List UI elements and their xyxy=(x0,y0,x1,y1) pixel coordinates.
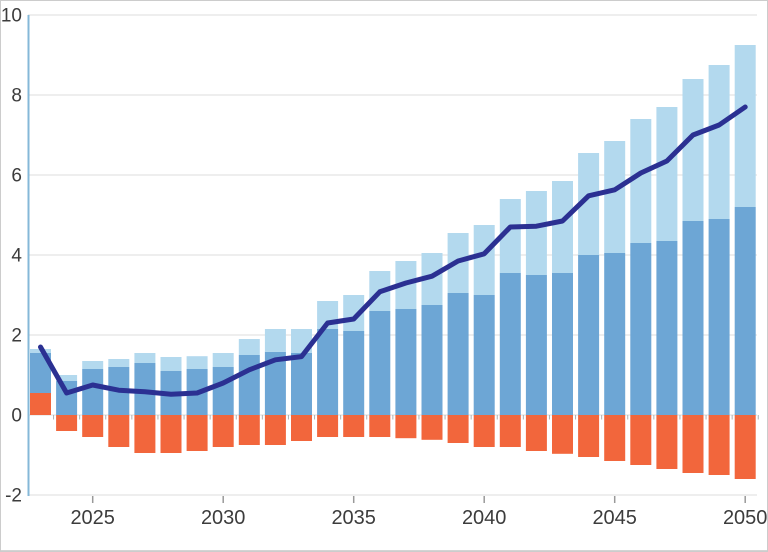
bar-orange-segment-2034[interactable] xyxy=(317,415,339,437)
bar-orange-segment-2043[interactable] xyxy=(552,415,573,454)
bar-light-blue-segment-2041[interactable] xyxy=(499,199,521,273)
bar-medium-blue-segment-2027[interactable] xyxy=(134,363,156,415)
bar-medium-blue-segment-2041[interactable] xyxy=(499,273,521,415)
bar-medium-blue-segment-2050[interactable] xyxy=(734,207,756,415)
y-axis-tick-label: 2 xyxy=(11,326,22,347)
bar-light-blue-segment-2030[interactable] xyxy=(212,353,234,367)
bar-medium-blue-segment-2036[interactable] xyxy=(369,311,391,415)
bar-light-blue-segment-2025[interactable] xyxy=(82,361,104,369)
bar-orange-segment-2025[interactable] xyxy=(82,415,104,437)
bar-light-blue-segment-2050[interactable] xyxy=(734,45,756,207)
x-axis-tick-label: 2030 xyxy=(201,507,246,529)
bar-orange-segment-2040[interactable] xyxy=(473,415,495,447)
bar-light-blue-segment-2048[interactable] xyxy=(682,79,704,221)
bar-orange-segment-2038[interactable] xyxy=(421,415,443,440)
bar-light-blue-segment-2046[interactable] xyxy=(630,119,652,243)
bar-orange-segment-2031[interactable] xyxy=(238,415,260,445)
bar-medium-blue-segment-2038[interactable] xyxy=(421,305,443,415)
bar-medium-blue-segment-2037[interactable] xyxy=(395,309,417,415)
bar-orange-segment-2035[interactable] xyxy=(343,415,365,437)
bar-orange-segment-2027[interactable] xyxy=(134,415,156,453)
bar-light-blue-segment-2038[interactable] xyxy=(421,253,443,305)
bar-medium-blue-segment-2030[interactable] xyxy=(212,367,234,415)
y-axis-tick-label: -2 xyxy=(5,486,22,507)
navy-trend-line xyxy=(38,104,748,397)
bar-light-blue-segment-2026[interactable] xyxy=(108,359,130,367)
y-axis-tick-label: 4 xyxy=(11,246,22,267)
bar-medium-blue-segment-2033[interactable] xyxy=(291,353,312,415)
bar-orange-segment-2047[interactable] xyxy=(656,415,678,469)
bar-medium-blue-segment-2034[interactable] xyxy=(317,329,339,415)
bar-light-blue-segment-2045[interactable] xyxy=(604,141,626,253)
bar-orange-segment-2036[interactable] xyxy=(369,415,391,437)
y-axis-tick-label: 8 xyxy=(11,86,22,107)
bar-medium-blue-segment-2043[interactable] xyxy=(552,273,573,415)
bar-light-blue-segment-2044[interactable] xyxy=(578,153,600,255)
bar-medium-blue-segment-2047[interactable] xyxy=(656,241,678,415)
bar-orange-segment-2032[interactable] xyxy=(264,415,286,445)
bar-light-blue-segment-2043[interactable] xyxy=(552,181,573,273)
bar-light-blue-segment-2040[interactable] xyxy=(473,225,495,295)
x-axis-tick-label: 2045 xyxy=(592,507,637,529)
bar-medium-blue-segment-2040[interactable] xyxy=(473,295,495,415)
bar-orange-segment-2046[interactable] xyxy=(630,415,652,465)
bar-medium-blue-segment-2048[interactable] xyxy=(682,221,704,415)
bar-medium-blue-segment-2045[interactable] xyxy=(604,253,626,415)
bar-orange-segment-2037[interactable] xyxy=(395,415,417,439)
x-axis-tick-label: 2025 xyxy=(70,507,115,529)
y-axis-tick-label: 6 xyxy=(11,166,22,187)
bar-orange-segment-2028[interactable] xyxy=(160,415,182,453)
x-axis-tick-label: 2035 xyxy=(331,507,376,529)
bar-orange-segment-2042[interactable] xyxy=(525,415,547,451)
bar-orange-segment-2030[interactable] xyxy=(212,415,234,447)
bar-medium-blue-segment-2032[interactable] xyxy=(264,351,286,415)
bar-medium-blue-segment-2049[interactable] xyxy=(708,219,730,415)
bar-medium-blue-segment-2046[interactable] xyxy=(630,243,652,415)
x-axis-tick-label: 2050 xyxy=(723,507,768,529)
bar-medium-blue-segment-2031[interactable] xyxy=(238,355,260,415)
bar-medium-blue-segment-2044[interactable] xyxy=(578,255,600,415)
bar-medium-blue-segment-2025[interactable] xyxy=(82,369,104,415)
bar-light-blue-segment-2028[interactable] xyxy=(160,357,182,371)
bar-light-blue-segment-2024[interactable] xyxy=(56,375,78,381)
bar-medium-blue-segment-2024[interactable] xyxy=(56,381,78,415)
bar-orange-segment-2044[interactable] xyxy=(578,415,600,457)
bar-light-blue-segment-2031[interactable] xyxy=(238,339,260,355)
y-axis-tick-label: 10 xyxy=(1,6,22,27)
bar-orange-segment-2045[interactable] xyxy=(604,415,626,461)
x-axis-tick-label: 2040 xyxy=(462,507,507,529)
bar-light-blue-segment-2042[interactable] xyxy=(525,191,547,275)
bar-light-blue-segment-2047[interactable] xyxy=(656,107,678,241)
bar-orange-segment-2023[interactable] xyxy=(30,393,51,415)
bar-orange-segment-2029[interactable] xyxy=(186,415,208,451)
bar-medium-blue-segment-2035[interactable] xyxy=(343,331,365,415)
bar-orange-segment-2033[interactable] xyxy=(291,415,312,441)
bar-orange-segment-2026[interactable] xyxy=(108,415,130,447)
bar-medium-blue-segment-2039[interactable] xyxy=(447,293,469,415)
bar-medium-blue-segment-2023[interactable] xyxy=(30,353,51,393)
bar-light-blue-segment-2049[interactable] xyxy=(708,65,730,219)
bar-light-blue-segment-2029[interactable] xyxy=(186,356,208,369)
bar-orange-segment-2048[interactable] xyxy=(682,415,704,473)
bar-orange-segment-2024[interactable] xyxy=(56,415,78,431)
bar-orange-segment-2039[interactable] xyxy=(447,415,469,443)
bar-light-blue-segment-2027[interactable] xyxy=(134,353,156,363)
bar-light-blue-segment-2032[interactable] xyxy=(264,329,286,352)
y-axis-tick-label: 0 xyxy=(11,406,22,427)
bar-medium-blue-segment-2042[interactable] xyxy=(525,275,547,415)
bar-orange-segment-2050[interactable] xyxy=(734,415,756,479)
bar-orange-segment-2049[interactable] xyxy=(708,415,730,475)
bar-orange-segment-2041[interactable] xyxy=(499,415,521,447)
